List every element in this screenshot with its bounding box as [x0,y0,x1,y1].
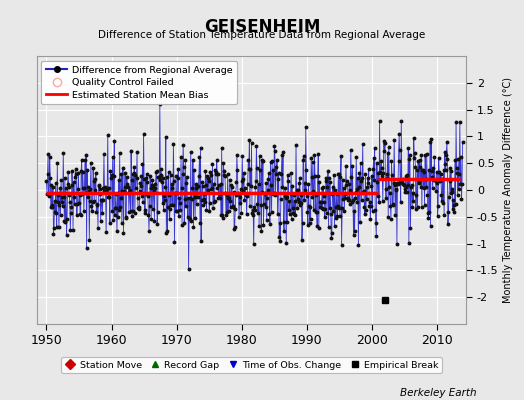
Legend: Difference from Regional Average, Quality Control Failed, Estimated Station Mean: Difference from Regional Average, Qualit… [41,61,237,104]
Y-axis label: Monthly Temperature Anomaly Difference (°C): Monthly Temperature Anomaly Difference (… [503,77,512,303]
Text: GEISENHEIM: GEISENHEIM [204,18,320,36]
Legend: Station Move, Record Gap, Time of Obs. Change, Empirical Break: Station Move, Record Gap, Time of Obs. C… [61,357,442,373]
Text: Difference of Station Temperature Data from Regional Average: Difference of Station Temperature Data f… [99,30,425,40]
Text: Berkeley Earth: Berkeley Earth [400,388,477,398]
